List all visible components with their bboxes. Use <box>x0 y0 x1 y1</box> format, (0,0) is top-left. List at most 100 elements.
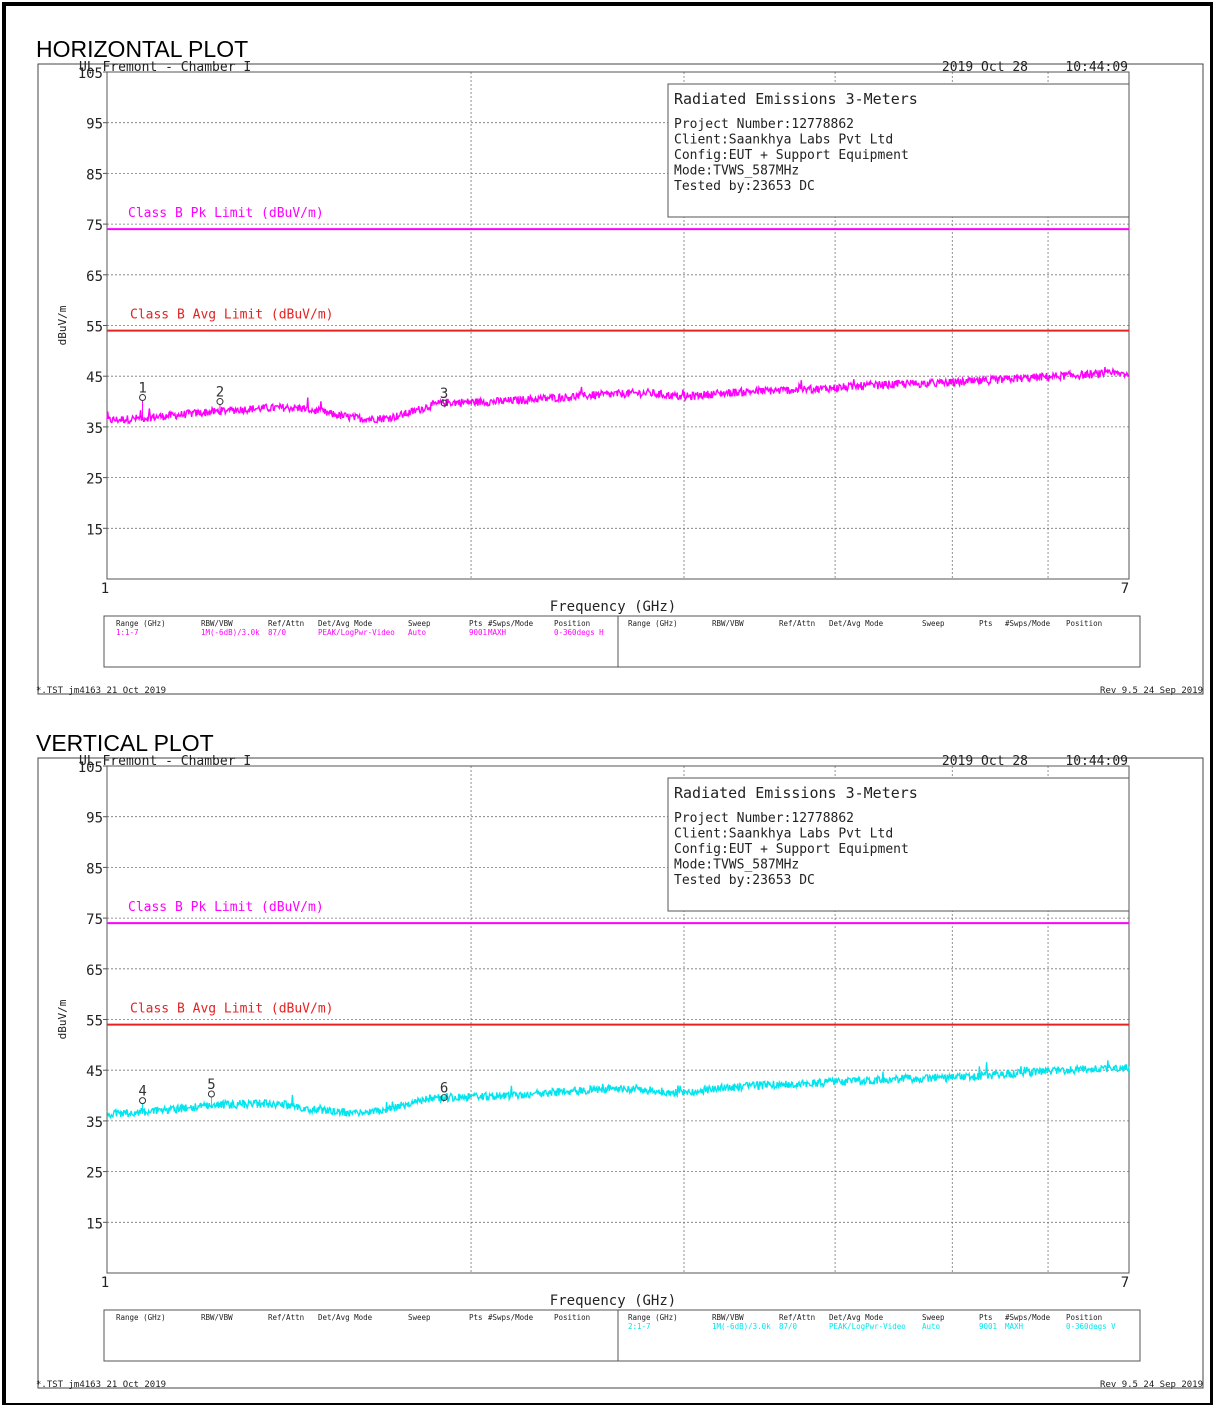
emissions-trace <box>106 366 1130 425</box>
settings-header: Pts <box>469 1313 483 1322</box>
pk-limit-label: Class B Pk Limit (dBuV/m) <box>128 900 324 915</box>
info-line: Tested by:23653 DC <box>674 873 815 888</box>
settings-header: Pts <box>469 619 483 628</box>
y-tick-label: 55 <box>86 1014 103 1030</box>
marker-label: 1 <box>138 380 146 396</box>
info-line: Mode:TVWS_587MHz <box>674 858 799 873</box>
info-line: Client:Saankhya Labs Pvt Ltd <box>674 133 893 148</box>
settings-value: 87/0 <box>779 1322 798 1331</box>
info-title: Radiated Emissions 3-Meters <box>674 784 918 802</box>
emissions-trace <box>106 1060 1130 1120</box>
settings-header: Position <box>1066 619 1102 628</box>
y-tick-label: 85 <box>86 861 103 877</box>
pk-limit-label: Class B Pk Limit (dBuV/m) <box>128 206 324 221</box>
y-tick-label: 35 <box>86 1115 103 1131</box>
x-axis-label: Frequency (GHz) <box>550 1293 676 1309</box>
y-tick-label: 15 <box>86 1216 103 1232</box>
y-tick-label: 75 <box>86 218 103 234</box>
settings-header: Range (GHz) <box>628 619 678 628</box>
info-title: Radiated Emissions 3-Meters <box>674 90 918 108</box>
marker-label: 4 <box>138 1084 146 1100</box>
settings-header: Ref/Attn <box>779 619 815 628</box>
y-tick-label: 35 <box>86 421 103 437</box>
settings-value: 0-360degs V <box>1066 1322 1116 1331</box>
avg-limit-label: Class B Avg Limit (dBuV/m) <box>130 1002 334 1017</box>
outer-frame <box>37 63 1204 695</box>
settings-value: MAXH <box>1005 1322 1024 1331</box>
settings-header: Pts <box>979 619 993 628</box>
marker-label: 2 <box>216 385 224 401</box>
settings-value: MAXH <box>488 628 507 637</box>
settings-header: #Swps/Mode <box>488 619 534 628</box>
y-tick-label: 75 <box>86 912 103 928</box>
x-tick-label: 1 <box>101 1275 109 1291</box>
settings-header: Sweep <box>922 1313 945 1322</box>
settings-header: Det/Avg Mode <box>318 1313 373 1322</box>
settings-table <box>103 615 1141 668</box>
y-tick-label: 65 <box>86 269 103 285</box>
settings-value: 0-360degs H <box>554 628 604 637</box>
footer-right: Rev 9.5 24 Sep 2019 <box>1100 686 1203 696</box>
settings-header: Range (GHz) <box>116 619 166 628</box>
settings-header: Sweep <box>922 619 945 628</box>
y-tick-label: 45 <box>86 370 103 386</box>
chamber-label: UL Fremont - Chamber I <box>79 60 251 75</box>
date-label: 2019 Oct 28 <box>942 60 1028 75</box>
x-tick-label: 7 <box>1121 581 1129 597</box>
date-label: 2019 Oct 28 <box>942 754 1028 769</box>
settings-value: 9001 <box>979 1322 997 1331</box>
info-line: Client:Saankhya Labs Pvt Ltd <box>674 827 893 842</box>
y-tick-label: 105 <box>78 66 103 82</box>
settings-value: Auto <box>922 1322 941 1331</box>
marker-dot <box>139 393 147 401</box>
footer-left: *.TST jm4163 21 Oct 2019 <box>36 1380 166 1390</box>
horizontal-plot-heading: HORIZONTAL PLOT <box>36 36 249 62</box>
x-axis-label: Frequency (GHz) <box>550 599 676 615</box>
marker-label: 3 <box>440 386 448 402</box>
settings-header: RBW/VBW <box>712 619 744 628</box>
settings-header: RBW/VBW <box>201 619 233 628</box>
chamber-label: UL Fremont - Chamber I <box>79 754 251 769</box>
x-tick-label: 7 <box>1121 1275 1129 1291</box>
settings-header: #Swps/Mode <box>1005 1313 1051 1322</box>
settings-header: Range (GHz) <box>628 1313 678 1322</box>
info-box <box>667 83 1130 218</box>
marker-dot <box>440 1094 448 1102</box>
settings-header: Det/Avg Mode <box>829 1313 884 1322</box>
settings-header: Position <box>554 619 590 628</box>
settings-header: RBW/VBW <box>712 1313 744 1322</box>
settings-header: Ref/Attn <box>268 1313 304 1322</box>
settings-value: 1M(-6dB)/3.0k <box>712 1322 771 1331</box>
marker-label: 5 <box>207 1077 215 1093</box>
settings-header: Det/Avg Mode <box>829 619 884 628</box>
info-line: Project Number:12778862 <box>674 117 854 132</box>
settings-header: #Swps/Mode <box>1005 619 1051 628</box>
marker-label: 6 <box>440 1081 448 1097</box>
settings-value: 2:1-7 <box>628 1322 651 1331</box>
y-tick-label: 95 <box>86 811 103 827</box>
info-box <box>667 777 1130 912</box>
y-axis-label: dBuV/m <box>56 305 69 345</box>
marker-dot <box>440 399 448 407</box>
info-line: Config:EUT + Support Equipment <box>674 148 909 163</box>
marker-dot <box>216 398 224 406</box>
y-tick-label: 65 <box>86 963 103 979</box>
marker-dot <box>207 1090 215 1098</box>
settings-value: 1:1-7 <box>116 628 139 637</box>
info-line: Project Number:12778862 <box>674 811 854 826</box>
settings-header: Range (GHz) <box>116 1313 166 1322</box>
y-tick-label: 45 <box>86 1064 103 1080</box>
marker-dot <box>139 1097 147 1105</box>
time-label: 10:44:09 <box>1065 754 1128 769</box>
settings-header: Position <box>554 1313 590 1322</box>
footer-right: Rev 9.5 24 Sep 2019 <box>1100 1380 1203 1390</box>
y-tick-label: 15 <box>86 522 103 538</box>
settings-value: 1M(-6dB)/3.0k <box>201 628 260 637</box>
settings-header: Ref/Attn <box>268 619 304 628</box>
y-tick-label: 55 <box>86 320 103 336</box>
settings-value: PEAK/LogPwr-Video <box>318 628 395 637</box>
settings-header: Sweep <box>408 619 431 628</box>
settings-header: Det/Avg Mode <box>318 619 373 628</box>
